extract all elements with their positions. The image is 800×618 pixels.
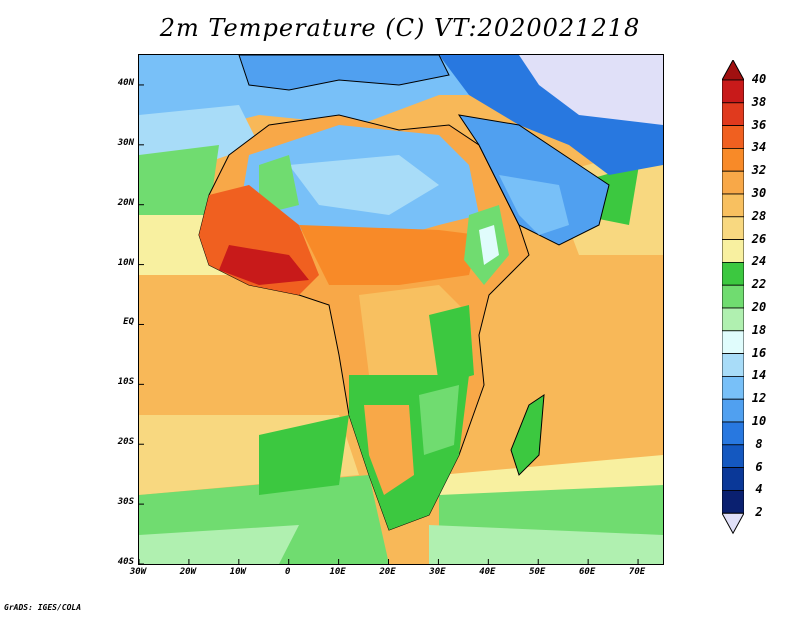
colorbar-segment (722, 284, 744, 309)
west-africa-very-hot (219, 245, 309, 285)
colorbar-top-arrow (722, 60, 744, 81)
colorbar-label: 32 (751, 163, 767, 178)
colorbar-segment (722, 353, 744, 377)
colorbar-segment (722, 239, 744, 263)
colorbar-label: 22 (751, 277, 767, 292)
colorbar-label: 36 (751, 117, 767, 132)
lon-tick-label: 60E (579, 567, 596, 577)
colorbar-segment (722, 375, 744, 400)
colorbar-segment (722, 216, 744, 241)
colorbar-segment (722, 398, 744, 423)
lon-tick-label: 40E (479, 567, 496, 577)
lat-tick-label: 30N (117, 137, 134, 148)
temperature-colorbar (722, 60, 744, 535)
colorbar-label: 6 (755, 459, 763, 474)
colorbar-label: 34 (751, 140, 767, 155)
colorbar-label: 8 (755, 436, 763, 451)
colorbar-segment (722, 467, 744, 491)
colorbar-segment (722, 421, 744, 446)
lon-tick-label: 50E (529, 567, 546, 577)
lat-tick-label: 20N (117, 197, 134, 208)
lon-tick-label: 10W (229, 567, 246, 577)
lat-tick-label: 10N (117, 257, 134, 268)
colorbar-label: 18 (751, 322, 767, 337)
lat-tick-label: 30S (117, 497, 134, 508)
colorbar-segment (722, 330, 744, 354)
ethiopian-highlands-cool (479, 225, 499, 265)
colorbar-bottom-arrow (722, 512, 744, 535)
great-lakes-green (429, 305, 474, 385)
colorbar-segment (722, 307, 744, 332)
colorbar-segment (722, 148, 744, 172)
lat-tick-label: 40N (117, 77, 134, 88)
arabian-peninsula (457, 114, 610, 246)
iran-plateau-cold (519, 55, 663, 125)
kalahari-warm (364, 405, 414, 495)
sahara-pale-zone (289, 155, 439, 215)
colorbar-segment (722, 489, 744, 514)
madagascar (510, 394, 545, 476)
southern-europe (238, 55, 450, 91)
colorbar-label: 4 (755, 482, 763, 497)
colorbar-label: 2 (755, 505, 763, 520)
lon-tick-label: 10E (329, 567, 346, 577)
sahel-warm (299, 225, 479, 285)
colorbar-segment (722, 170, 744, 195)
lat-tick-label: 40S (117, 557, 134, 567)
credit-text: GrADS: IGES/COLA (4, 603, 82, 612)
colorbar-label: 20 (751, 300, 767, 314)
colorbar-segment (722, 261, 744, 286)
colorbar-label: 28 (751, 208, 767, 223)
colorbar-label: 26 (751, 231, 767, 246)
sahara-green-patch (259, 155, 299, 215)
lon-tick-label: 30E (429, 567, 446, 577)
colorbar-label: 12 (751, 391, 767, 406)
lat-tick-label: 20S (117, 437, 134, 448)
colorbar-segment (722, 102, 744, 126)
colorbar-label: 16 (751, 345, 767, 360)
lon-tick-label: 20E (379, 567, 396, 577)
lat-tick-label: EQ (123, 317, 134, 328)
zambia-green (419, 385, 459, 455)
colorbar-label: 24 (751, 254, 767, 269)
colorbar-label: 40 (751, 72, 767, 86)
lon-tick-label: 20W (179, 567, 197, 577)
lon-tick-label: 30W (129, 567, 147, 577)
chart-title: 2m Temperature (C) VT:2020021218 (159, 14, 641, 42)
lat-tick-label: 10S (117, 377, 134, 388)
lon-tick-label: 0 (284, 567, 291, 577)
south-indian-pale (429, 525, 663, 564)
south-atlantic-patch (259, 415, 349, 495)
temperature-map (138, 54, 664, 565)
colorbar-segment (722, 79, 744, 104)
colorbar-label: 10 (751, 414, 767, 428)
colorbar-segment (722, 125, 744, 149)
colorbar-segment (722, 444, 744, 468)
colorbar-label: 30 (751, 186, 767, 200)
south-atlantic-pale (139, 525, 299, 564)
arabian-interior (499, 175, 569, 235)
colorbar-label: 38 (751, 94, 767, 109)
colorbar-label: 14 (751, 368, 767, 383)
colorbar-segment (722, 193, 744, 218)
lon-tick-label: 70E (628, 567, 646, 577)
